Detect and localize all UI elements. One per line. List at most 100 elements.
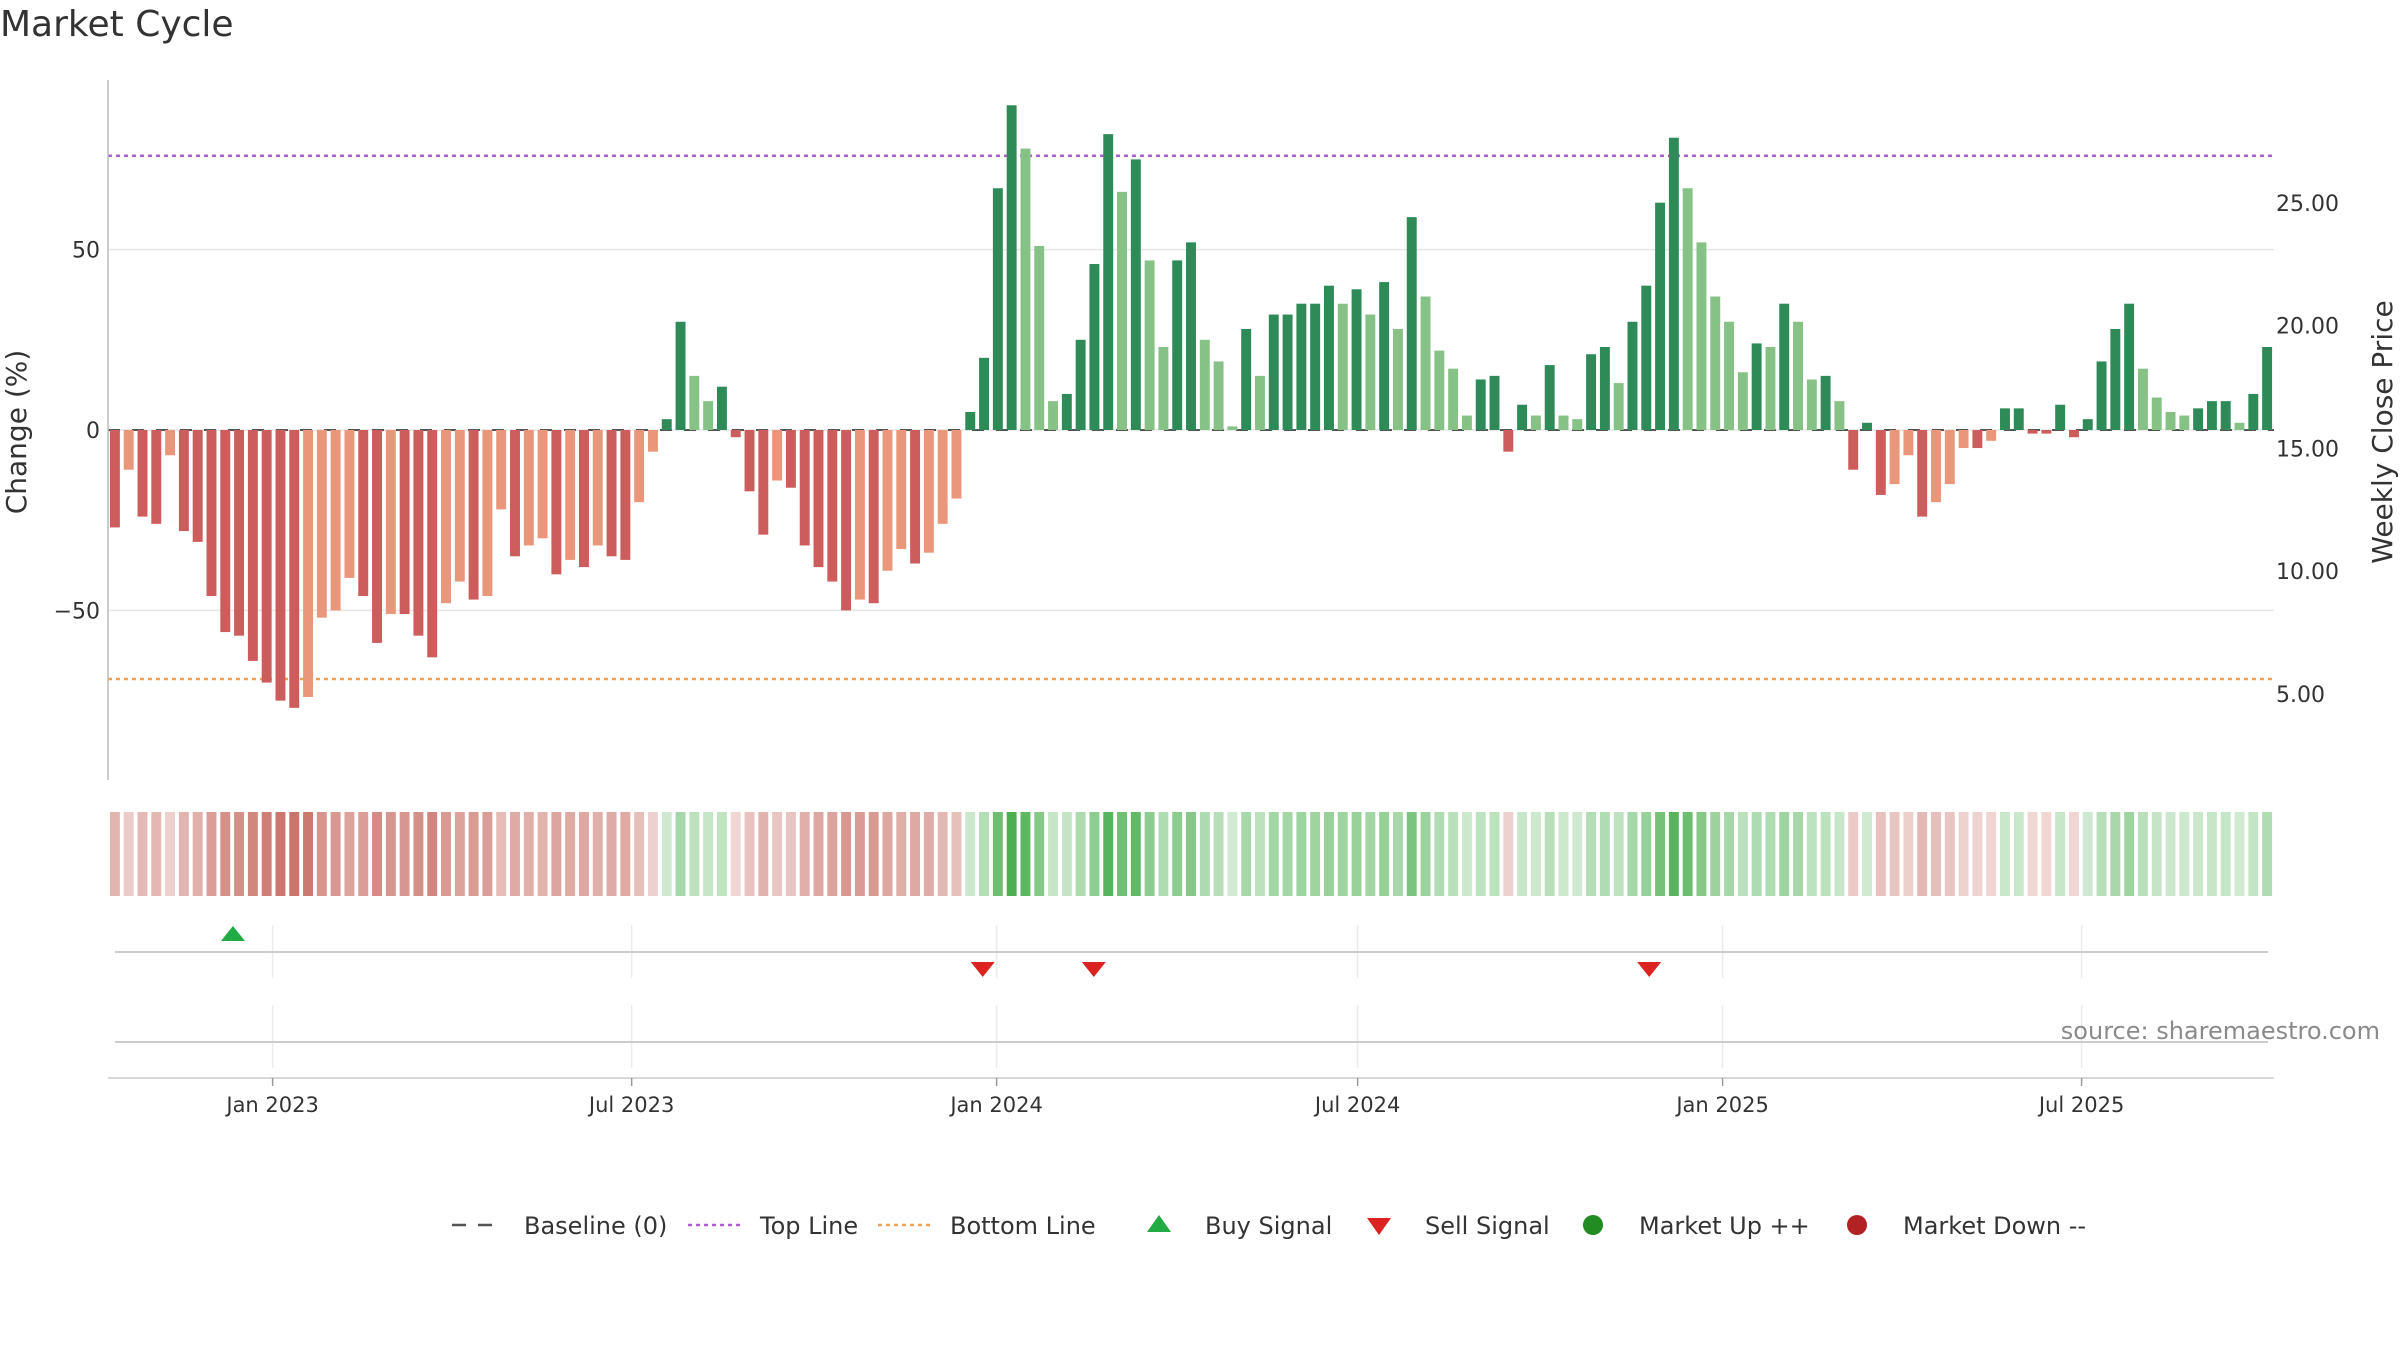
heat-cell bbox=[2234, 812, 2245, 896]
bar bbox=[868, 430, 879, 604]
bar bbox=[1144, 260, 1155, 430]
bar bbox=[2027, 430, 2038, 434]
heat-cell bbox=[1724, 812, 1735, 896]
bar bbox=[1006, 105, 1017, 431]
heat-cell bbox=[1392, 812, 1403, 896]
x-tick-label: Jan 2023 bbox=[224, 1093, 319, 1117]
heat-cell bbox=[910, 812, 921, 896]
bar bbox=[178, 430, 189, 532]
legend-item: Top Line bbox=[688, 1212, 858, 1240]
heat-cell bbox=[1365, 812, 1376, 896]
y-axis-right-label: Weekly Close Price bbox=[2366, 300, 2399, 563]
heat-cell bbox=[510, 812, 520, 896]
bar bbox=[192, 430, 203, 542]
heat-cell bbox=[1862, 812, 1872, 896]
legend-label: Baseline (0) bbox=[524, 1212, 667, 1240]
chart-title: Market Cycle bbox=[0, 4, 234, 45]
bar bbox=[1434, 350, 1445, 430]
sell-signal-marker bbox=[1081, 962, 1106, 977]
legend-market-up-icon bbox=[1583, 1215, 1603, 1235]
heat-cell bbox=[1475, 812, 1486, 896]
heat-cell bbox=[1006, 812, 1017, 896]
bar bbox=[1599, 347, 1610, 430]
heat-cell bbox=[1351, 812, 1362, 896]
legend-item: Market Up ++ bbox=[1583, 1212, 1810, 1240]
bar bbox=[2165, 411, 2176, 430]
heat-cell bbox=[427, 812, 438, 896]
bar bbox=[1889, 430, 1900, 485]
bar bbox=[399, 430, 410, 615]
bar bbox=[2000, 408, 2010, 430]
bar bbox=[2248, 393, 2259, 430]
heat-cell bbox=[772, 812, 783, 896]
bar bbox=[2124, 303, 2135, 430]
heat-cell bbox=[1448, 812, 1459, 896]
y-axis-left-label: Change (%) bbox=[0, 350, 33, 515]
bar bbox=[1310, 303, 1321, 430]
bar bbox=[109, 430, 120, 528]
heat-cell bbox=[206, 812, 217, 896]
bar bbox=[496, 430, 507, 510]
y-right-tick-label: 25.00 bbox=[2276, 192, 2339, 217]
bar bbox=[799, 430, 810, 546]
bar bbox=[1392, 328, 1403, 430]
bar bbox=[137, 430, 148, 517]
bar bbox=[1475, 379, 1486, 430]
heat-cell bbox=[827, 812, 838, 896]
bar bbox=[1020, 148, 1031, 430]
bar bbox=[1613, 383, 1624, 430]
heat-cell bbox=[1517, 812, 1528, 896]
heat-cell bbox=[2096, 812, 2107, 896]
heat-strip bbox=[109, 812, 2273, 896]
heat-cell bbox=[441, 812, 451, 896]
heat-cell bbox=[2055, 812, 2066, 896]
bar bbox=[1862, 422, 1872, 430]
heat-cell bbox=[137, 812, 148, 896]
bar bbox=[1448, 368, 1459, 430]
heat-cell bbox=[1434, 812, 1445, 896]
heat-cell bbox=[579, 812, 589, 896]
bar bbox=[1724, 321, 1735, 430]
heat-cell bbox=[454, 812, 465, 896]
bar bbox=[1365, 314, 1376, 430]
bar bbox=[992, 188, 1003, 430]
bar bbox=[730, 430, 741, 438]
heat-cell bbox=[868, 812, 879, 896]
heat-cell bbox=[661, 812, 672, 896]
heat-cell bbox=[1255, 812, 1265, 896]
heat-cell bbox=[413, 812, 424, 896]
heat-cell bbox=[1627, 812, 1638, 896]
heat-cell bbox=[1089, 812, 1100, 896]
heat-cell bbox=[372, 812, 382, 896]
y-right-tick-label: 5.00 bbox=[2276, 683, 2325, 708]
bar bbox=[1379, 282, 1390, 430]
heat-cell bbox=[303, 812, 314, 896]
legend-market-down-icon bbox=[1847, 1215, 1867, 1235]
bar bbox=[344, 430, 355, 578]
bar bbox=[2262, 347, 2273, 430]
heat-cell bbox=[1599, 812, 1610, 896]
heat-cell bbox=[275, 812, 286, 896]
heat-cell bbox=[330, 812, 341, 896]
heat-cell bbox=[2041, 812, 2052, 896]
bar bbox=[1461, 415, 1472, 430]
axis-layer: 50 0 −50 25.00 20.00 15.00 10.00 5.00 Jan 2023 Ju… bbox=[54, 80, 2339, 1117]
bar bbox=[1944, 430, 1955, 485]
bar bbox=[1972, 430, 1983, 449]
heat-cell bbox=[551, 812, 562, 896]
bar bbox=[1172, 260, 1183, 430]
heat-cell bbox=[1613, 812, 1624, 896]
heat-cell bbox=[1696, 812, 1707, 896]
bar bbox=[772, 430, 783, 481]
bar bbox=[854, 430, 865, 600]
bar bbox=[1130, 159, 1141, 430]
bar bbox=[1034, 245, 1045, 430]
bar bbox=[1323, 285, 1334, 430]
bar bbox=[261, 430, 272, 683]
bar bbox=[2193, 408, 2204, 430]
heat-cell bbox=[634, 812, 645, 896]
heat-cell bbox=[2110, 812, 2121, 896]
bar bbox=[358, 430, 369, 596]
heat-cell bbox=[992, 812, 1003, 896]
legend-item: Bottom Line bbox=[878, 1212, 1096, 1240]
